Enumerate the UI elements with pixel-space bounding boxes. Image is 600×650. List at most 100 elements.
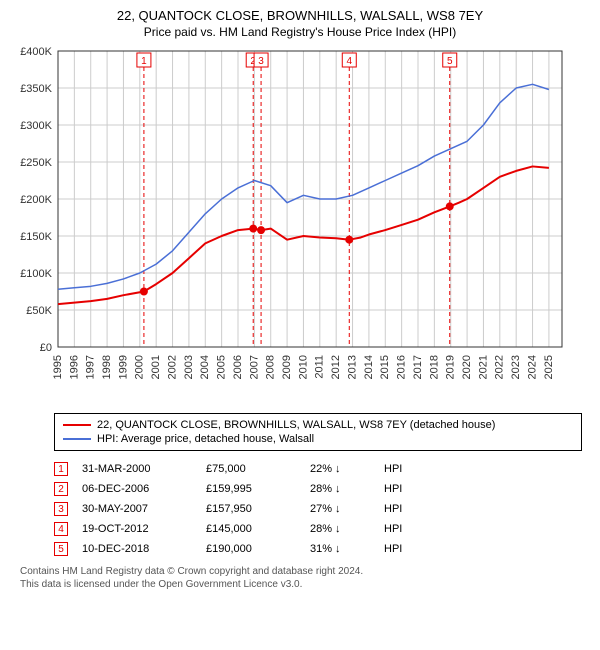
transaction-date: 31-MAR-2000 bbox=[82, 463, 192, 475]
transaction-vs-label: HPI bbox=[384, 523, 402, 535]
transaction-vs-label: HPI bbox=[384, 503, 402, 515]
x-tick-label: 2025 bbox=[543, 355, 555, 379]
transactions-table: 131-MAR-2000£75,00022%↓HPI206-DEC-2006£1… bbox=[54, 459, 582, 559]
transaction-dot bbox=[257, 226, 265, 234]
transaction-price: £190,000 bbox=[206, 543, 296, 555]
x-tick-label: 1999 bbox=[117, 355, 129, 379]
transaction-delta: 28%↓ bbox=[310, 483, 370, 495]
x-tick-label: 2012 bbox=[330, 355, 342, 379]
transaction-marker: 4 bbox=[54, 522, 68, 536]
legend-item: 22, QUANTOCK CLOSE, BROWNHILLS, WALSALL,… bbox=[63, 418, 573, 432]
arrow-down-icon: ↓ bbox=[335, 523, 341, 535]
x-tick-label: 2014 bbox=[363, 355, 375, 379]
transaction-dot bbox=[345, 236, 353, 244]
x-tick-label: 2008 bbox=[265, 355, 277, 379]
x-tick-label: 2010 bbox=[297, 355, 309, 379]
x-tick-label: 2004 bbox=[199, 355, 211, 379]
transaction-marker: 2 bbox=[54, 482, 68, 496]
x-tick-label: 2023 bbox=[510, 355, 522, 379]
chart-svg: £0£50K£100K£150K£200K£250K£300K£350K£400… bbox=[10, 45, 570, 405]
footnote-line1: Contains HM Land Registry data © Crown c… bbox=[20, 565, 582, 578]
legend-swatch bbox=[63, 438, 91, 440]
x-tick-label: 2017 bbox=[412, 355, 424, 379]
x-tick-label: 2003 bbox=[183, 355, 195, 379]
transaction-vs-label: HPI bbox=[384, 463, 402, 475]
legend-swatch bbox=[63, 424, 91, 426]
footnote-line2: This data is licensed under the Open Gov… bbox=[20, 578, 582, 591]
transaction-dot bbox=[446, 202, 454, 210]
x-tick-label: 2007 bbox=[248, 355, 260, 379]
x-tick-label: 2001 bbox=[150, 355, 162, 379]
transaction-price: £145,000 bbox=[206, 523, 296, 535]
y-tick-label: £250K bbox=[20, 157, 52, 169]
x-tick-label: 2018 bbox=[428, 355, 440, 379]
x-tick-label: 2000 bbox=[134, 355, 146, 379]
delta-percent: 27% bbox=[310, 503, 332, 515]
transaction-price: £159,995 bbox=[206, 483, 296, 495]
x-tick-label: 1995 bbox=[52, 355, 64, 379]
chart-title: 22, QUANTOCK CLOSE, BROWNHILLS, WALSALL,… bbox=[10, 8, 590, 23]
arrow-down-icon: ↓ bbox=[335, 483, 341, 495]
transaction-date: 10-DEC-2018 bbox=[82, 543, 192, 555]
transaction-date: 06-DEC-2006 bbox=[82, 483, 192, 495]
x-tick-label: 2020 bbox=[461, 355, 473, 379]
transaction-row: 1 31-MAR-2000 £75,000 22%↓ HPI bbox=[54, 459, 582, 479]
transaction-vs-label: HPI bbox=[384, 483, 402, 495]
x-tick-label: 2005 bbox=[216, 355, 228, 379]
transaction-marker: 5 bbox=[54, 542, 68, 556]
transaction-row: 5 10-DEC-2018 £190,000 31%↓ HPI bbox=[54, 539, 582, 559]
x-tick-label: 2009 bbox=[281, 355, 293, 379]
chart-plot-area: £0£50K£100K£150K£200K£250K£300K£350K£400… bbox=[10, 45, 590, 405]
y-tick-label: £200K bbox=[20, 194, 52, 206]
x-tick-label: 2002 bbox=[166, 355, 178, 379]
delta-percent: 22% bbox=[310, 463, 332, 475]
chart-container: 22, QUANTOCK CLOSE, BROWNHILLS, WALSALL,… bbox=[0, 0, 600, 650]
transaction-delta: 22%↓ bbox=[310, 463, 370, 475]
marker-number: 1 bbox=[141, 56, 147, 67]
y-tick-label: £0 bbox=[40, 342, 52, 354]
arrow-down-icon: ↓ bbox=[335, 503, 341, 515]
transaction-dot bbox=[249, 225, 257, 233]
marker-number: 3 bbox=[258, 56, 264, 67]
transaction-price: £75,000 bbox=[206, 463, 296, 475]
x-tick-label: 2015 bbox=[379, 355, 391, 379]
transaction-row: 4 19-OCT-2012 £145,000 28%↓ HPI bbox=[54, 519, 582, 539]
x-tick-label: 2024 bbox=[526, 355, 538, 379]
delta-percent: 28% bbox=[310, 523, 332, 535]
x-tick-label: 2022 bbox=[494, 355, 506, 379]
delta-percent: 28% bbox=[310, 483, 332, 495]
x-tick-label: 2013 bbox=[346, 355, 358, 379]
y-tick-label: £50K bbox=[26, 305, 52, 317]
x-tick-label: 2019 bbox=[445, 355, 457, 379]
legend-label: HPI: Average price, detached house, Wals… bbox=[97, 433, 314, 445]
transaction-delta: 28%↓ bbox=[310, 523, 370, 535]
transaction-delta: 31%↓ bbox=[310, 543, 370, 555]
legend: 22, QUANTOCK CLOSE, BROWNHILLS, WALSALL,… bbox=[54, 413, 582, 451]
y-tick-label: £100K bbox=[20, 268, 52, 280]
transaction-vs-label: HPI bbox=[384, 543, 402, 555]
footnote: Contains HM Land Registry data © Crown c… bbox=[20, 565, 582, 591]
x-tick-label: 1998 bbox=[101, 355, 113, 379]
arrow-down-icon: ↓ bbox=[335, 463, 341, 475]
transaction-dot bbox=[140, 288, 148, 296]
x-tick-label: 2006 bbox=[232, 355, 244, 379]
y-tick-label: £150K bbox=[20, 231, 52, 243]
y-tick-label: £350K bbox=[20, 83, 52, 95]
arrow-down-icon: ↓ bbox=[335, 543, 341, 555]
x-tick-label: 1996 bbox=[68, 355, 80, 379]
y-tick-label: £400K bbox=[20, 46, 52, 58]
chart-subtitle: Price paid vs. HM Land Registry's House … bbox=[10, 25, 590, 39]
delta-percent: 31% bbox=[310, 543, 332, 555]
x-tick-label: 2021 bbox=[477, 355, 489, 379]
transaction-marker: 3 bbox=[54, 502, 68, 516]
transaction-delta: 27%↓ bbox=[310, 503, 370, 515]
transaction-row: 330-MAY-2007£157,95027%↓HPI bbox=[54, 499, 582, 519]
transaction-price: £157,950 bbox=[206, 503, 296, 515]
transaction-row: 2 06-DEC-2006 £159,995 28%↓ HPI bbox=[54, 479, 582, 499]
transaction-marker: 1 bbox=[54, 462, 68, 476]
x-tick-label: 2016 bbox=[396, 355, 408, 379]
legend-label: 22, QUANTOCK CLOSE, BROWNHILLS, WALSALL,… bbox=[97, 419, 495, 431]
x-tick-label: 2011 bbox=[314, 355, 326, 379]
transaction-date: 19-OCT-2012 bbox=[82, 523, 192, 535]
marker-number: 4 bbox=[346, 56, 352, 67]
